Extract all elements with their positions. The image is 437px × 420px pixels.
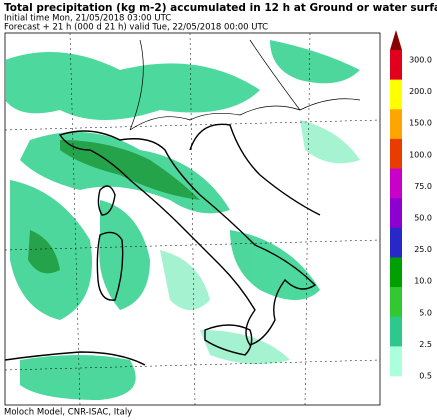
colorbar-label: 300.0 bbox=[409, 56, 432, 65]
colorbar-band bbox=[390, 198, 402, 229]
colorbar-label: 100.0 bbox=[409, 150, 432, 159]
footer: Moloch Model, CNR-ISAC, Italy bbox=[4, 408, 132, 418]
initial-time: Initial time Mon, 21/05/2018 03:00 UTC bbox=[4, 14, 171, 24]
colorbar-band bbox=[390, 138, 402, 169]
colorbar-band bbox=[390, 287, 402, 318]
forecast-time: Forecast + 21 h (000 d 21 h) valid Tue, … bbox=[4, 23, 268, 33]
colorbar-band bbox=[390, 79, 402, 110]
colorbar-band bbox=[390, 257, 402, 288]
colorbar-band bbox=[390, 50, 402, 80]
colorbar-band bbox=[390, 316, 402, 347]
colorbar: 300.0 200.0 150.0 100.0 75.0 50.0 25.0 10.0 5.0 2… bbox=[390, 30, 432, 381]
colorbar-label: 50.0 bbox=[414, 214, 432, 223]
colorbar-band bbox=[390, 346, 402, 377]
colorbar-label: 75.0 bbox=[414, 182, 432, 191]
map bbox=[4, 32, 381, 406]
colorbar-band bbox=[390, 109, 402, 140]
colorbar-label: 10.0 bbox=[414, 277, 432, 286]
colorbar-label: 2.5 bbox=[419, 340, 432, 349]
colorbar-label: 25.0 bbox=[414, 245, 432, 254]
colorbar-band bbox=[390, 227, 402, 258]
colorbar-label: 200.0 bbox=[409, 87, 432, 96]
colorbar-band bbox=[390, 168, 402, 199]
colorbar-label: 0.5 bbox=[419, 372, 432, 381]
colorbar-label: 5.0 bbox=[419, 308, 432, 317]
colorbar-label: 150.0 bbox=[409, 119, 432, 128]
colorbar-arrow bbox=[390, 30, 402, 50]
title: Total precipitation (kg m-2) accumulated… bbox=[4, 2, 437, 14]
